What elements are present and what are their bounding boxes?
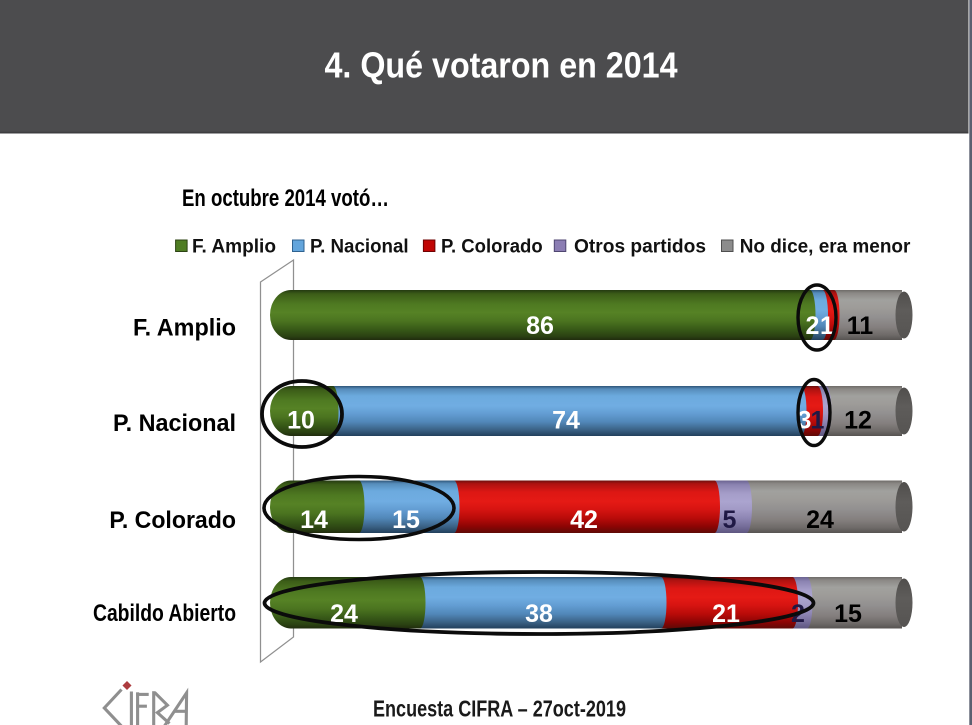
svg-text:P. Nacional: P. Nacional bbox=[310, 237, 409, 258]
svg-text:2: 2 bbox=[806, 312, 820, 340]
svg-text:86: 86 bbox=[526, 312, 554, 340]
svg-text:38: 38 bbox=[525, 600, 553, 628]
svg-text:P. Nacional: P. Nacional bbox=[113, 410, 236, 437]
svg-text:En octubre 2014 votó…: En octubre 2014 votó… bbox=[182, 185, 389, 212]
svg-text:4. Qué votaron en 2014: 4. Qué votaron en 2014 bbox=[325, 45, 678, 86]
svg-text:Encuesta CIFRA – 27oct-2019: Encuesta CIFRA – 27oct-2019 bbox=[373, 696, 626, 722]
svg-text:1: 1 bbox=[820, 312, 834, 340]
svg-text:No dice, era menor: No dice, era menor bbox=[740, 237, 911, 258]
svg-text:14: 14 bbox=[300, 506, 328, 534]
svg-text:F. Amplio: F. Amplio bbox=[192, 237, 276, 258]
svg-text:F. Amplio: F. Amplio bbox=[133, 315, 236, 342]
svg-text:11: 11 bbox=[847, 312, 874, 340]
svg-text:24: 24 bbox=[806, 506, 834, 534]
svg-text:P. Colorado: P. Colorado bbox=[441, 237, 543, 258]
svg-text:15: 15 bbox=[834, 600, 862, 628]
svg-text:42: 42 bbox=[570, 506, 598, 534]
svg-text:Cabildo Abierto: Cabildo Abierto bbox=[93, 600, 236, 627]
svg-text:74: 74 bbox=[552, 407, 580, 435]
svg-text:12: 12 bbox=[844, 407, 872, 435]
svg-text:Otros partidos: Otros partidos bbox=[574, 237, 706, 258]
svg-text:10: 10 bbox=[287, 407, 315, 435]
svg-text:P. Colorado: P. Colorado bbox=[109, 507, 236, 534]
svg-text:5: 5 bbox=[723, 506, 737, 534]
svg-text:15: 15 bbox=[392, 506, 420, 534]
svg-text:1: 1 bbox=[811, 407, 825, 435]
